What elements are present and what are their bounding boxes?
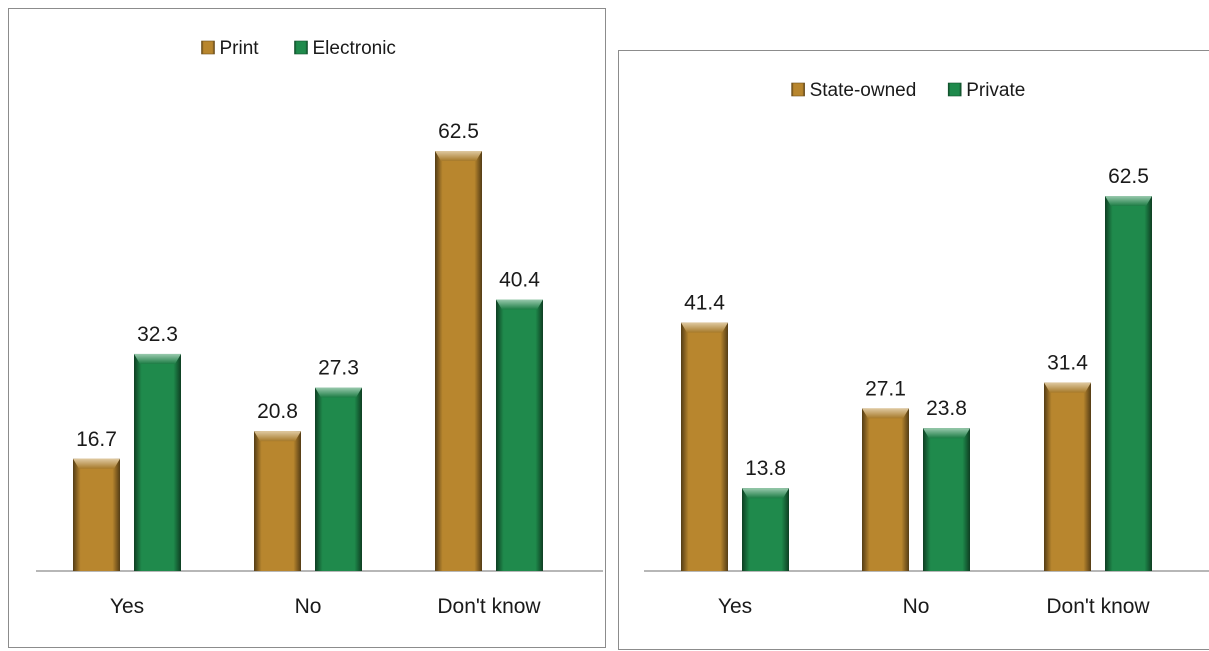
category-label-left-2: Don't know [437,595,541,618]
bar-right-0-2 [1044,382,1091,571]
legend-label-left-1: Electronic [313,38,396,59]
bar-chart-right: State-owned Private 41.4 13.8 Yes 27.1 23.8 No 3… [644,80,1209,618]
bar-left-0-2 [435,151,482,571]
value-label-left-1-2: 40.4 [499,269,540,292]
bar-cap-right-0-1 [862,408,909,419]
chart-panel-right: State-owned Private 41.4 13.8 Yes 27.1 23.8 No 3… [618,50,1209,650]
bar-cap-right-1-2 [1105,196,1152,206]
bar-chart-left: Print Electronic 16.7 32.3 Yes 20.8 27.3 No 62.5… [36,38,603,618]
bar-left-0-1 [254,431,301,571]
value-label-left-1-1: 27.3 [318,357,359,380]
bar-cap-right-0-0 [681,322,728,333]
category-label-left-0: Yes [110,595,144,618]
bar-right-1-0 [742,488,789,571]
value-label-left-0-0: 16.7 [76,428,117,451]
value-label-right-0-2: 31.4 [1047,352,1088,375]
value-label-right-0-1: 27.1 [865,377,906,400]
legend-swatch-left-1 [294,40,308,55]
legend-label-right-1: Private [966,80,1025,101]
legend-label-right-0: State-owned [810,80,917,101]
value-label-right-1-0: 13.8 [745,457,786,480]
bar-cap-left-1-0 [134,353,181,364]
bar-cap-left-1-1 [315,387,362,398]
bar-left-0-0 [73,458,120,571]
bar-cap-left-0-2 [435,151,482,161]
category-label-right-0: Yes [718,595,752,618]
bar-cap-right-1-0 [742,488,789,499]
bar-cap-left-1-2 [496,299,543,310]
bar-left-1-2 [496,299,543,571]
legend-swatch-right-0 [791,82,805,97]
bar-right-0-0 [681,322,728,571]
bar-right-0-1 [862,408,909,571]
category-label-right-2: Don't know [1046,595,1150,618]
bar-cap-left-0-0 [73,458,120,469]
category-label-right-1: No [903,595,930,618]
category-label-left-1: No [295,595,322,618]
bar-cap-left-0-1 [254,431,301,442]
bar-cap-right-0-2 [1044,382,1091,393]
bar-left-1-0 [134,353,181,571]
bar-right-1-1 [923,428,970,571]
chart-panel-left: Print Electronic 16.7 32.3 Yes 20.8 27.3 No 62.5… [8,8,606,648]
value-label-left-0-1: 20.8 [257,400,298,423]
value-label-left-0-2: 62.5 [438,120,479,143]
value-label-right-1-1: 23.8 [926,397,967,420]
value-label-right-1-2: 62.5 [1108,165,1149,188]
bar-cap-right-1-1 [923,428,970,439]
bar-right-1-2 [1105,196,1152,571]
value-label-right-0-0: 41.4 [684,292,725,315]
legend-swatch-left-0 [201,40,215,55]
bar-left-1-1 [315,387,362,571]
legend-swatch-right-1 [947,82,962,97]
value-label-left-1-0: 32.3 [137,323,178,346]
legend-label-left-0: Print [220,38,260,59]
